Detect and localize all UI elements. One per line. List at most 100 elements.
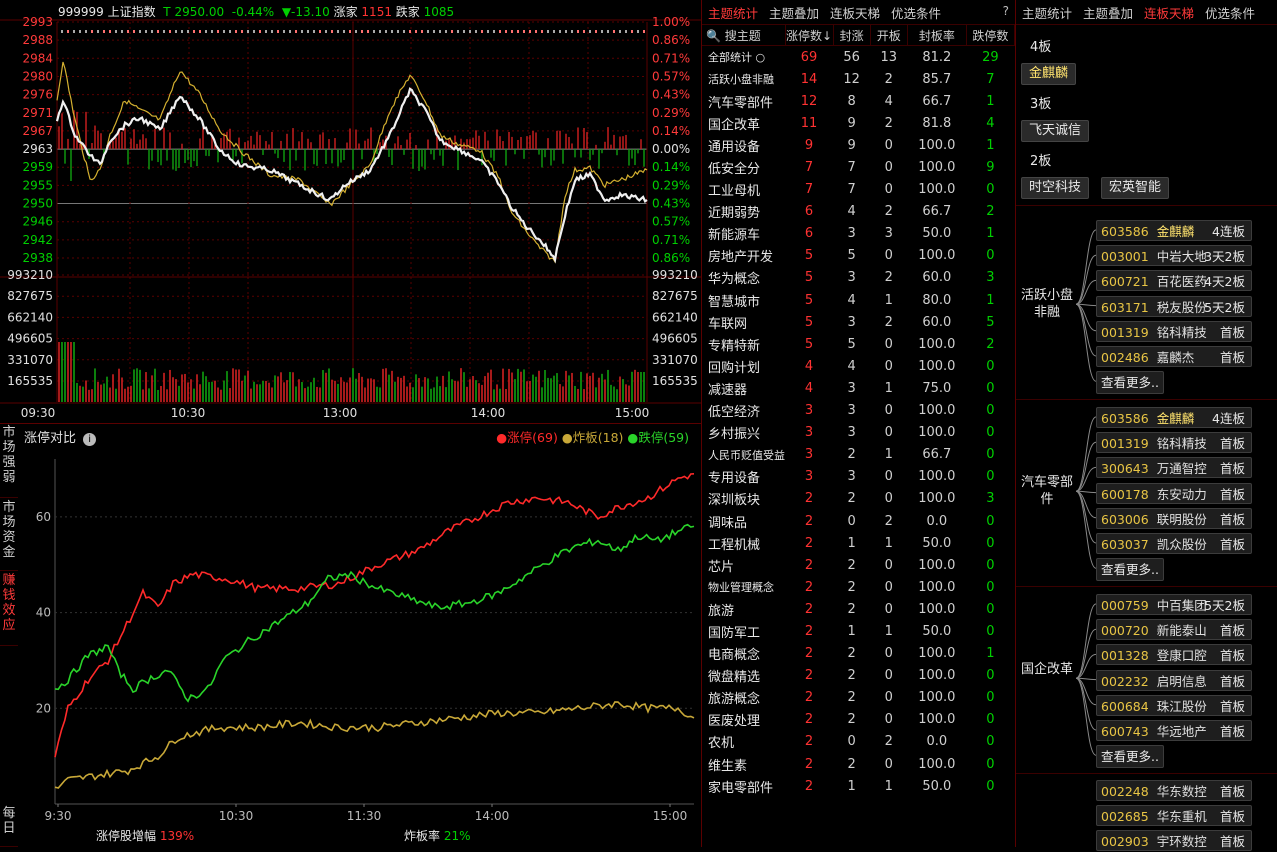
up-label: 涨家 [333,5,358,19]
stat-cell-4: 100.0 [918,425,956,441]
stock-chip[interactable]: 003001 中岩大地 3天2板 [1096,245,1252,267]
stat-cell-5: 0 [986,469,995,485]
right-tab-0[interactable]: 主题统计 [1022,5,1073,21]
stat-row[interactable]: 电商概念 2 2 0 100.0 1 [702,643,1015,665]
intraday-chart[interactable]: 2993 1.00% 2988 0.86% 2984 0.71% 2980 0.57% 2976… [0,0,702,425]
ladder-3-stock[interactable]: 飞天诚信 [1021,120,1090,142]
stat-row[interactable]: 调味品 2 0 2 0.0 0 [702,510,1015,532]
stat-row[interactable]: 智慧城市 5 4 1 80.0 1 [702,289,1015,311]
stat-row[interactable]: 新能源车 6 3 3 50.0 1 [702,223,1015,245]
mid-tab-1[interactable]: 主题叠加 [769,5,820,21]
view-more-button[interactable]: 查看更多.. [1096,558,1164,582]
view-more-button[interactable]: 查看更多.. [1096,745,1164,769]
stat-row[interactable]: 减速器 4 3 1 75.0 0 [702,377,1015,399]
vtab-1[interactable]: 市场资金 [0,500,18,571]
stock-chip[interactable]: 603006 联明股份 首板 [1096,507,1252,529]
stat-header-0[interactable]: 🔍 搜主题 [702,25,786,46]
compare-chart[interactable]: 60 40 20 9:30 10:30 11:30 14:00 15:00 [18,444,702,844]
stock-chip[interactable]: 603171 税友股份 5天2板 [1096,295,1252,317]
stock-chip[interactable]: 603586 金麒麟 4连板 [1096,220,1252,241]
stat-header-4[interactable]: 封板率 [907,25,967,46]
mid-tab-2[interactable]: 连板天梯 [830,5,881,21]
stat-row[interactable]: 维生素 2 2 0 100.0 0 [702,753,1015,775]
vtab-2[interactable]: 赚钱效应 [0,573,18,646]
price-tick: 2988 [22,33,53,47]
stat-cell-1: 2 [804,579,814,595]
stock-chip[interactable]: 001328 登康口腔 首板 [1096,644,1252,666]
stat-cell-3: 1 [884,380,893,396]
stock-chip[interactable]: 600721 百花医药 4天2板 [1096,270,1252,292]
stat-row[interactable]: 农机 2 0 2 0.0 0 [702,731,1015,753]
stat-row[interactable]: 深圳板块 2 2 0 100.0 3 [702,488,1015,510]
stat-row[interactable]: 回购计划 4 4 0 100.0 0 [702,355,1015,377]
stat-row[interactable]: 旅游概念 2 2 0 100.0 0 [702,687,1015,709]
mid-tab-3[interactable]: 优选条件 [891,5,942,21]
stock-chip[interactable]: 001319 铭科精技 首板 [1096,320,1252,342]
stock-chip[interactable]: 002903 宇环数控 首板 [1096,830,1252,852]
legend-limit-up: 涨停(69) [507,430,558,445]
price-tick: 2950 [22,197,53,211]
stat-row[interactable]: 芯片 2 2 0 100.0 0 [702,554,1015,576]
stat-header-3[interactable]: 开板 [870,25,908,46]
stock-chip[interactable]: 000720 新能泰山 首板 [1096,619,1252,641]
stock-name: 华东数控 [1156,784,1207,799]
stat-header-2[interactable]: 封涨 [833,25,871,46]
stock-chip[interactable]: 600178 东安动力 首板 [1096,482,1252,504]
stat-row[interactable]: 专精特新 5 5 0 100.0 2 [702,333,1015,355]
stat-cell-0: 国防军工 [708,625,761,641]
stat-row[interactable]: 专用设备 3 3 0 100.0 0 [702,466,1015,488]
stock-chip[interactable]: 300643 万通智控 首板 [1096,457,1252,479]
stat-header-1[interactable]: 涨停数↓ [785,25,834,46]
ladder-2-stock-b[interactable]: 宏英智能 [1101,177,1170,199]
right-tab-1[interactable]: 主题叠加 [1083,5,1134,21]
stat-row[interactable]: 微盘精选 2 2 0 100.0 0 [702,665,1015,687]
stat-row[interactable]: 低安全分 7 7 0 100.0 9 [702,156,1015,178]
right-tab-3[interactable]: 优选条件 [1205,5,1256,21]
series-broken [54,701,695,789]
stat-cell-4: 100.0 [918,358,956,374]
stat-row[interactable]: 通用设备 9 9 0 100.0 1 [702,134,1015,156]
stat-row[interactable]: 近期弱势 6 4 2 66.7 2 [702,201,1015,223]
stat-row[interactable]: 旅游 2 2 0 100.0 0 [702,598,1015,620]
ladder-4-stock[interactable]: 金麒麟 [1021,63,1077,85]
stat-row[interactable]: 国企改革 11 9 2 81.8 4 [702,112,1015,134]
stock-chip[interactable]: 603586 金麒麟 4连板 [1096,407,1252,428]
stat-row[interactable]: 车联网 5 3 2 60.0 5 [702,311,1015,333]
stock-chip[interactable]: 002232 启明信息 首板 [1096,669,1252,691]
info-icon[interactable]: i [83,433,97,446]
stock-chip[interactable]: 002486 嘉麟杰 首板 [1096,346,1252,367]
stat-row[interactable]: 华为概念 5 3 2 60.0 3 [702,267,1015,289]
ladder-2-stock-a[interactable]: 时空科技 [1021,177,1090,199]
stock-chip[interactable]: 002685 华东重机 首板 [1096,805,1252,827]
view-more-button[interactable]: 查看更多.. [1096,371,1164,395]
stat-row[interactable]: 国防军工 2 1 1 50.0 0 [702,620,1015,642]
help-icon[interactable]: ? [1002,4,1009,18]
stock-chip[interactable]: 001319 铭科精技 首板 [1096,432,1252,454]
stat-cell-3: 2 [884,115,893,131]
stat-row[interactable]: 乡村振兴 3 3 0 100.0 0 [702,422,1015,444]
stat-row[interactable]: 房地产开发 5 5 0 100.0 0 [702,245,1015,267]
price-tick: 2942 [22,233,53,247]
stock-chip[interactable]: 000759 中百集团 5天2板 [1096,594,1252,615]
stat-row[interactable]: 低空经济 3 3 0 100.0 0 [702,400,1015,422]
stock-chip[interactable]: 600684 珠江股份 首板 [1096,694,1252,716]
right-tab-2[interactable]: 连板天梯 [1144,5,1195,21]
vtab-3[interactable]: 每日 [0,806,18,847]
stat-row[interactable]: 全部统计 ○ 69 56 13 81.2 29 [702,46,1015,69]
mid-tab-0[interactable]: 主题统计 [708,5,759,21]
stat-header-5[interactable]: 跌停数 [966,25,1015,46]
stat-row[interactable]: 工程机械 2 1 1 50.0 0 [702,532,1015,554]
stat-row[interactable]: 家电零部件 2 1 1 50.0 0 [702,775,1015,797]
stock-chip[interactable]: 002248 华东数控 首板 [1096,780,1252,801]
stat-cell-2: 3 [847,226,856,242]
stat-cell-0: 旅游概念 [708,692,761,708]
stat-row[interactable]: 活跃小盘非融 14 12 2 85.7 7 [702,68,1015,90]
vtab-0[interactable]: 市场强弱 [0,425,18,498]
stat-row[interactable]: 汽车零部件 12 8 4 66.7 1 [702,90,1015,112]
stock-chip[interactable]: 600743 华远地产 首板 [1096,720,1252,741]
stock-chip[interactable]: 603037 凯众股份 首板 [1096,533,1252,554]
stat-row[interactable]: 医废处理 2 2 0 100.0 0 [702,709,1015,731]
stat-row[interactable]: 人民币贬值受益 3 2 1 66.7 0 [702,444,1015,466]
stat-row[interactable]: 工业母机 7 7 0 100.0 0 [702,179,1015,201]
stat-row[interactable]: 物业管理概念 2 2 0 100.0 0 [702,576,1015,598]
